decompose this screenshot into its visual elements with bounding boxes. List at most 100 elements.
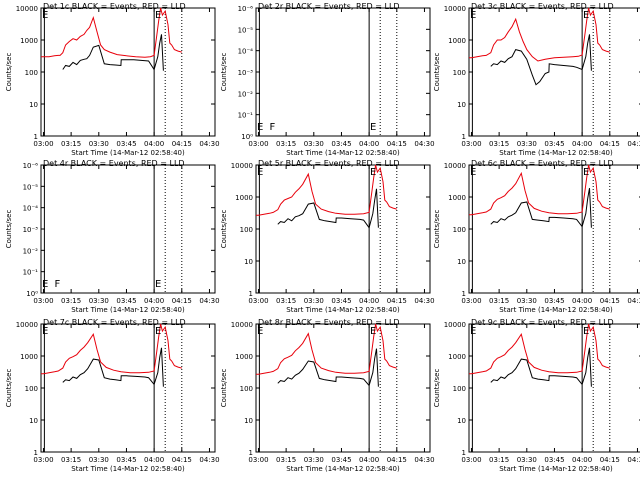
chart-title: Det 6c BLACK = Events, RED = LLD [471,159,614,168]
x-tick-label: 04:00 [359,297,379,305]
x-tick-label: 03:00 [33,456,53,464]
chart-title: Det 5r BLACK = Events, RED = LLD [258,159,400,168]
x-tick-label: 03:30 [517,456,537,464]
x-tick-label: 03:45 [116,140,136,148]
chart-title: Det 3c BLACK = Events, RED = LLD [471,2,614,11]
x-tick-label: 03:00 [461,297,481,305]
marker-letter: E [583,326,589,337]
events-series-line [490,188,592,228]
x-tick-label: 03:30 [89,456,109,464]
lld-series-line [41,7,182,58]
x-axis-label: Start Time (14-Mar-12 02:58:40) [499,465,613,473]
y-tick-label: 10 [29,101,38,109]
chart-panel: Det 6c BLACK = Events, RED = LLD 1 10 100 10… [433,159,640,314]
events-series-line [62,347,164,387]
x-tick-label: 03:45 [116,456,136,464]
chart-panel: Det 8r BLACK = Events, RED = LLD 1 10 100 10… [220,318,435,473]
y-tick-label: 10000 [444,321,466,329]
lld-series-line [256,323,397,375]
y-tick-label: 1 [249,290,253,298]
marker-letter: E [470,10,476,21]
x-tick-label: 04:30 [627,456,640,464]
x-tick-label: 03:15 [276,456,296,464]
x-tick-label: 03:30 [517,140,537,148]
y-tick-label: 10000 [231,321,253,329]
chart-panel: Det 9c BLACK = Events, RED = LLD 1 10 100 10… [433,318,640,473]
chart-panel: Det 7c BLACK = Events, RED = LLD 1 10 100 10… [5,318,220,473]
x-tick-label: 03:30 [304,456,324,464]
events-series-line [490,34,592,86]
y-axis-label: Counts/sec [433,210,441,249]
x-tick-label: 03:15 [61,456,81,464]
marker-letter: E [370,122,376,133]
y-tick-label: 10000 [16,5,38,13]
chart-panel: Det 1c BLACK = Events, RED = LLD 1 10 100 10… [5,2,220,157]
x-tick-label: 04:30 [414,456,434,464]
y-tick-label: 10⁻⁴ [238,48,254,56]
y-axis-label: Counts/sec [220,53,228,92]
x-tick-label: 03:30 [89,140,109,148]
y-tick-label: 100 [453,69,466,77]
y-tick-label: 1 [249,449,253,457]
marker-letter: F [270,122,276,133]
marker-letter: E [257,122,263,133]
y-tick-label: 1000 [235,353,253,361]
x-tick-label: 03:45 [331,456,351,464]
y-tick-label: 100 [25,385,38,393]
y-tick-label: 10⁻³ [238,69,254,77]
y-tick-label: 1000 [20,353,38,361]
chart-panel: Det 2r BLACK = Events, RED = LLD 10⁰ 10⁻¹ 1… [220,2,435,157]
x-axis-label: Start Time (14-Mar-12 02:58:40) [286,149,400,157]
x-tick-label: 04:00 [572,140,592,148]
lld-series-line [256,164,397,216]
x-tick-label: 03:00 [461,456,481,464]
marker-letter: E [583,167,589,178]
y-tick-label: 10⁻² [23,247,39,255]
plot-frame [40,323,216,453]
chart-panel: Det 4r BLACK = Events, RED = LLD 10⁰ 10⁻¹ 1… [5,159,220,314]
y-axis-label: Counts/sec [5,369,13,408]
lld-series-line [41,323,182,375]
x-tick-label: 03:00 [248,297,268,305]
x-tick-label: 04:30 [414,297,434,305]
x-tick-label: 04:15 [600,297,620,305]
x-axis-label: Start Time (14-Mar-12 02:58:40) [71,306,185,314]
y-tick-label: 1 [462,449,466,457]
y-tick-label: 10 [244,417,253,425]
x-tick-label: 04:15 [172,140,192,148]
marker-letter: E [42,279,48,290]
x-axis-label: Start Time (14-Mar-12 02:58:40) [286,306,400,314]
x-tick-label: 03:45 [544,140,564,148]
x-tick-label: 03:15 [489,140,509,148]
x-axis-label: Start Time (14-Mar-12 02:58:40) [71,465,185,473]
x-tick-label: 03:45 [331,140,351,148]
chart-panel: Det 5r BLACK = Events, RED = LLD 1 10 100 10… [220,159,435,314]
events-series-line [277,348,379,387]
y-tick-label: 10⁰ [26,290,38,298]
marker-letter: E [583,10,589,21]
marker-letter: F [55,279,61,290]
y-tick-label: 100 [453,226,466,234]
x-tick-label: 04:30 [414,140,434,148]
x-tick-label: 03:30 [304,140,324,148]
y-tick-label: 10⁻⁴ [23,205,39,213]
marker-letter: E [42,10,48,21]
y-axis-label: Counts/sec [433,53,441,92]
marker-letter: E [155,326,161,337]
y-axis-label: Counts/sec [5,210,13,249]
x-tick-label: 04:30 [627,297,640,305]
x-tick-label: 03:30 [517,297,537,305]
x-tick-label: 04:30 [199,456,219,464]
y-axis-label: Counts/sec [220,210,228,249]
plot-frame [255,164,431,294]
y-tick-label: 1000 [448,37,466,45]
chart-title: Det 9c BLACK = Events, RED = LLD [471,318,614,327]
x-tick-label: 03:00 [33,297,53,305]
x-tick-label: 04:30 [199,140,219,148]
x-tick-label: 03:45 [331,297,351,305]
marker-letter: E [470,326,476,337]
x-axis-label: Start Time (14-Mar-12 02:58:40) [286,465,400,473]
marker-letter: E [370,326,376,337]
y-tick-label: 10 [244,258,253,266]
